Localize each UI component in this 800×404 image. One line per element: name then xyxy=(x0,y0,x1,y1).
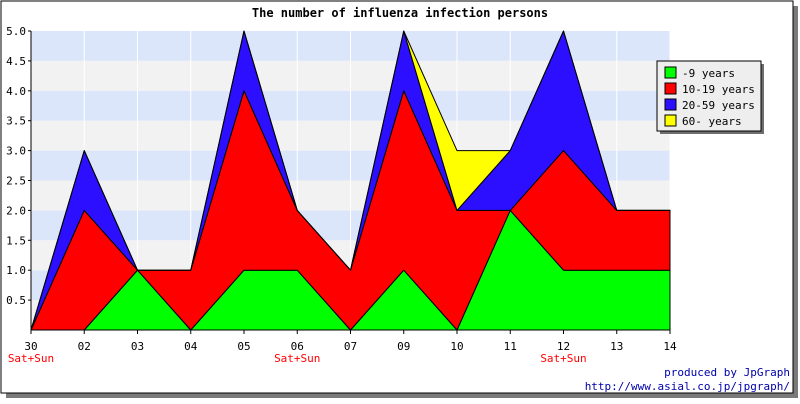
y-tick-label: 4.0 xyxy=(6,85,26,98)
x-tick-label: 02 xyxy=(78,340,91,353)
y-tick-label: 1.5 xyxy=(6,234,26,247)
weekend-label: Sat+Sun xyxy=(274,352,320,365)
legend-swatch-2 xyxy=(664,98,677,111)
x-tick-label: 13 xyxy=(610,340,623,353)
legend-label-2: 20-59 years xyxy=(682,99,755,112)
x-tick-label: 11 xyxy=(504,340,517,353)
legend-swatch-0 xyxy=(664,66,677,79)
x-tick-label: 07 xyxy=(344,340,357,353)
y-tick-label: 0.5 xyxy=(6,294,26,307)
plot-area: 0.51.01.52.02.53.03.54.04.55.030Sat+Sun0… xyxy=(6,25,677,365)
y-tick-label: 4.5 xyxy=(6,55,26,68)
weekend-label: Sat+Sun xyxy=(8,352,54,365)
legend-swatch-3 xyxy=(664,114,677,127)
chart-title: The number of influenza infection person… xyxy=(252,6,548,20)
y-tick-label: 3.0 xyxy=(6,145,26,158)
x-tick-label: 06 xyxy=(291,340,304,353)
x-tick-label: 09 xyxy=(397,340,410,353)
y-tick-label: 1.0 xyxy=(6,264,26,277)
y-tick-label: 2.5 xyxy=(6,175,26,188)
x-tick-label: 10 xyxy=(450,340,463,353)
legend-label-1: 10-19 years xyxy=(682,83,755,96)
footer-url[interactable]: http://www.asial.co.jp/jpgraph/ xyxy=(585,380,790,393)
series-area-3 xyxy=(30,30,671,331)
y-tick-label: 3.5 xyxy=(6,115,26,128)
legend-label-3: 60- years xyxy=(682,115,742,128)
x-tick-label: 05 xyxy=(237,340,250,353)
y-tick-label: 5.0 xyxy=(6,25,26,38)
x-tick-label: 12 xyxy=(557,340,570,353)
footer-credit: produced by JpGraph xyxy=(664,366,790,379)
legend-swatch-1 xyxy=(664,82,677,95)
legend: -9 years 10-19 years 20-59 years 60- years xyxy=(656,60,764,134)
x-tick-label: 30 xyxy=(24,340,37,353)
y-tick-label: 2.0 xyxy=(6,204,26,217)
x-tick-label: 03 xyxy=(131,340,144,353)
x-tick-label: 04 xyxy=(184,340,198,353)
legend-label-0: -9 years xyxy=(682,67,735,80)
weekend-label: Sat+Sun xyxy=(540,352,586,365)
x-tick-label: 14 xyxy=(663,340,677,353)
